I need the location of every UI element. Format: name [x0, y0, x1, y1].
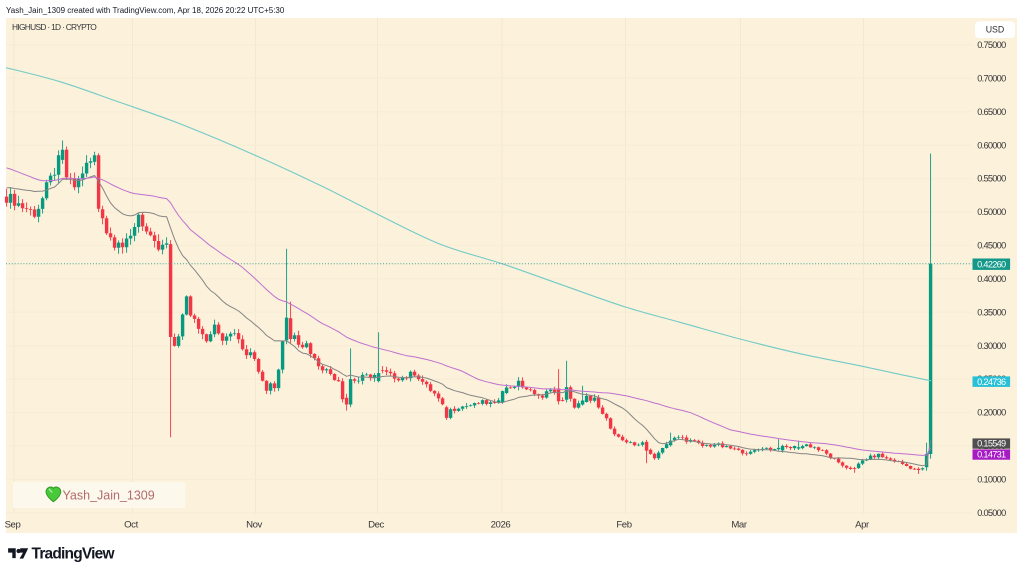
svg-text:0.42260: 0.42260	[977, 259, 1006, 269]
svg-text:0.65000: 0.65000	[977, 107, 1006, 117]
svg-text:0.40000: 0.40000	[977, 274, 1006, 284]
svg-text:Mar: Mar	[731, 520, 748, 531]
svg-text:HIGHUSD · 1D · CRYPTO: HIGHUSD · 1D · CRYPTO	[12, 22, 97, 32]
svg-text:0.60000: 0.60000	[977, 140, 1006, 150]
svg-text:2026: 2026	[491, 520, 511, 531]
svg-text:Sep: Sep	[5, 520, 21, 531]
svg-text:Feb: Feb	[616, 520, 631, 531]
svg-text:Dec: Dec	[368, 520, 384, 531]
svg-text:0.70000: 0.70000	[977, 73, 1006, 83]
svg-text:0.10000: 0.10000	[977, 475, 1006, 485]
svg-text:Nov: Nov	[246, 520, 262, 531]
svg-text:TradingView: TradingView	[32, 546, 116, 563]
svg-text:0.24736: 0.24736	[977, 377, 1006, 387]
svg-text:0.05000: 0.05000	[977, 508, 1006, 518]
svg-text:Oct: Oct	[124, 520, 138, 531]
svg-text:0.14731: 0.14731	[977, 450, 1006, 460]
svg-text:USD: USD	[986, 25, 1005, 35]
svg-text:Yash_Jain_1309: Yash_Jain_1309	[63, 489, 155, 503]
svg-text:0.30000: 0.30000	[977, 341, 1006, 351]
svg-text:0.75000: 0.75000	[977, 40, 1006, 50]
svg-text:0.55000: 0.55000	[977, 174, 1006, 184]
svg-text:Yash_Jain_1309 created with Tr: Yash_Jain_1309 created with TradingView.…	[6, 6, 285, 15]
svg-text:0.35000: 0.35000	[977, 307, 1006, 317]
svg-text:0.20000: 0.20000	[977, 408, 1006, 418]
svg-text:0.15549: 0.15549	[977, 439, 1006, 449]
svg-text:Apr: Apr	[855, 520, 870, 531]
svg-text:0.50000: 0.50000	[977, 207, 1006, 217]
svg-text:0.45000: 0.45000	[977, 241, 1006, 251]
